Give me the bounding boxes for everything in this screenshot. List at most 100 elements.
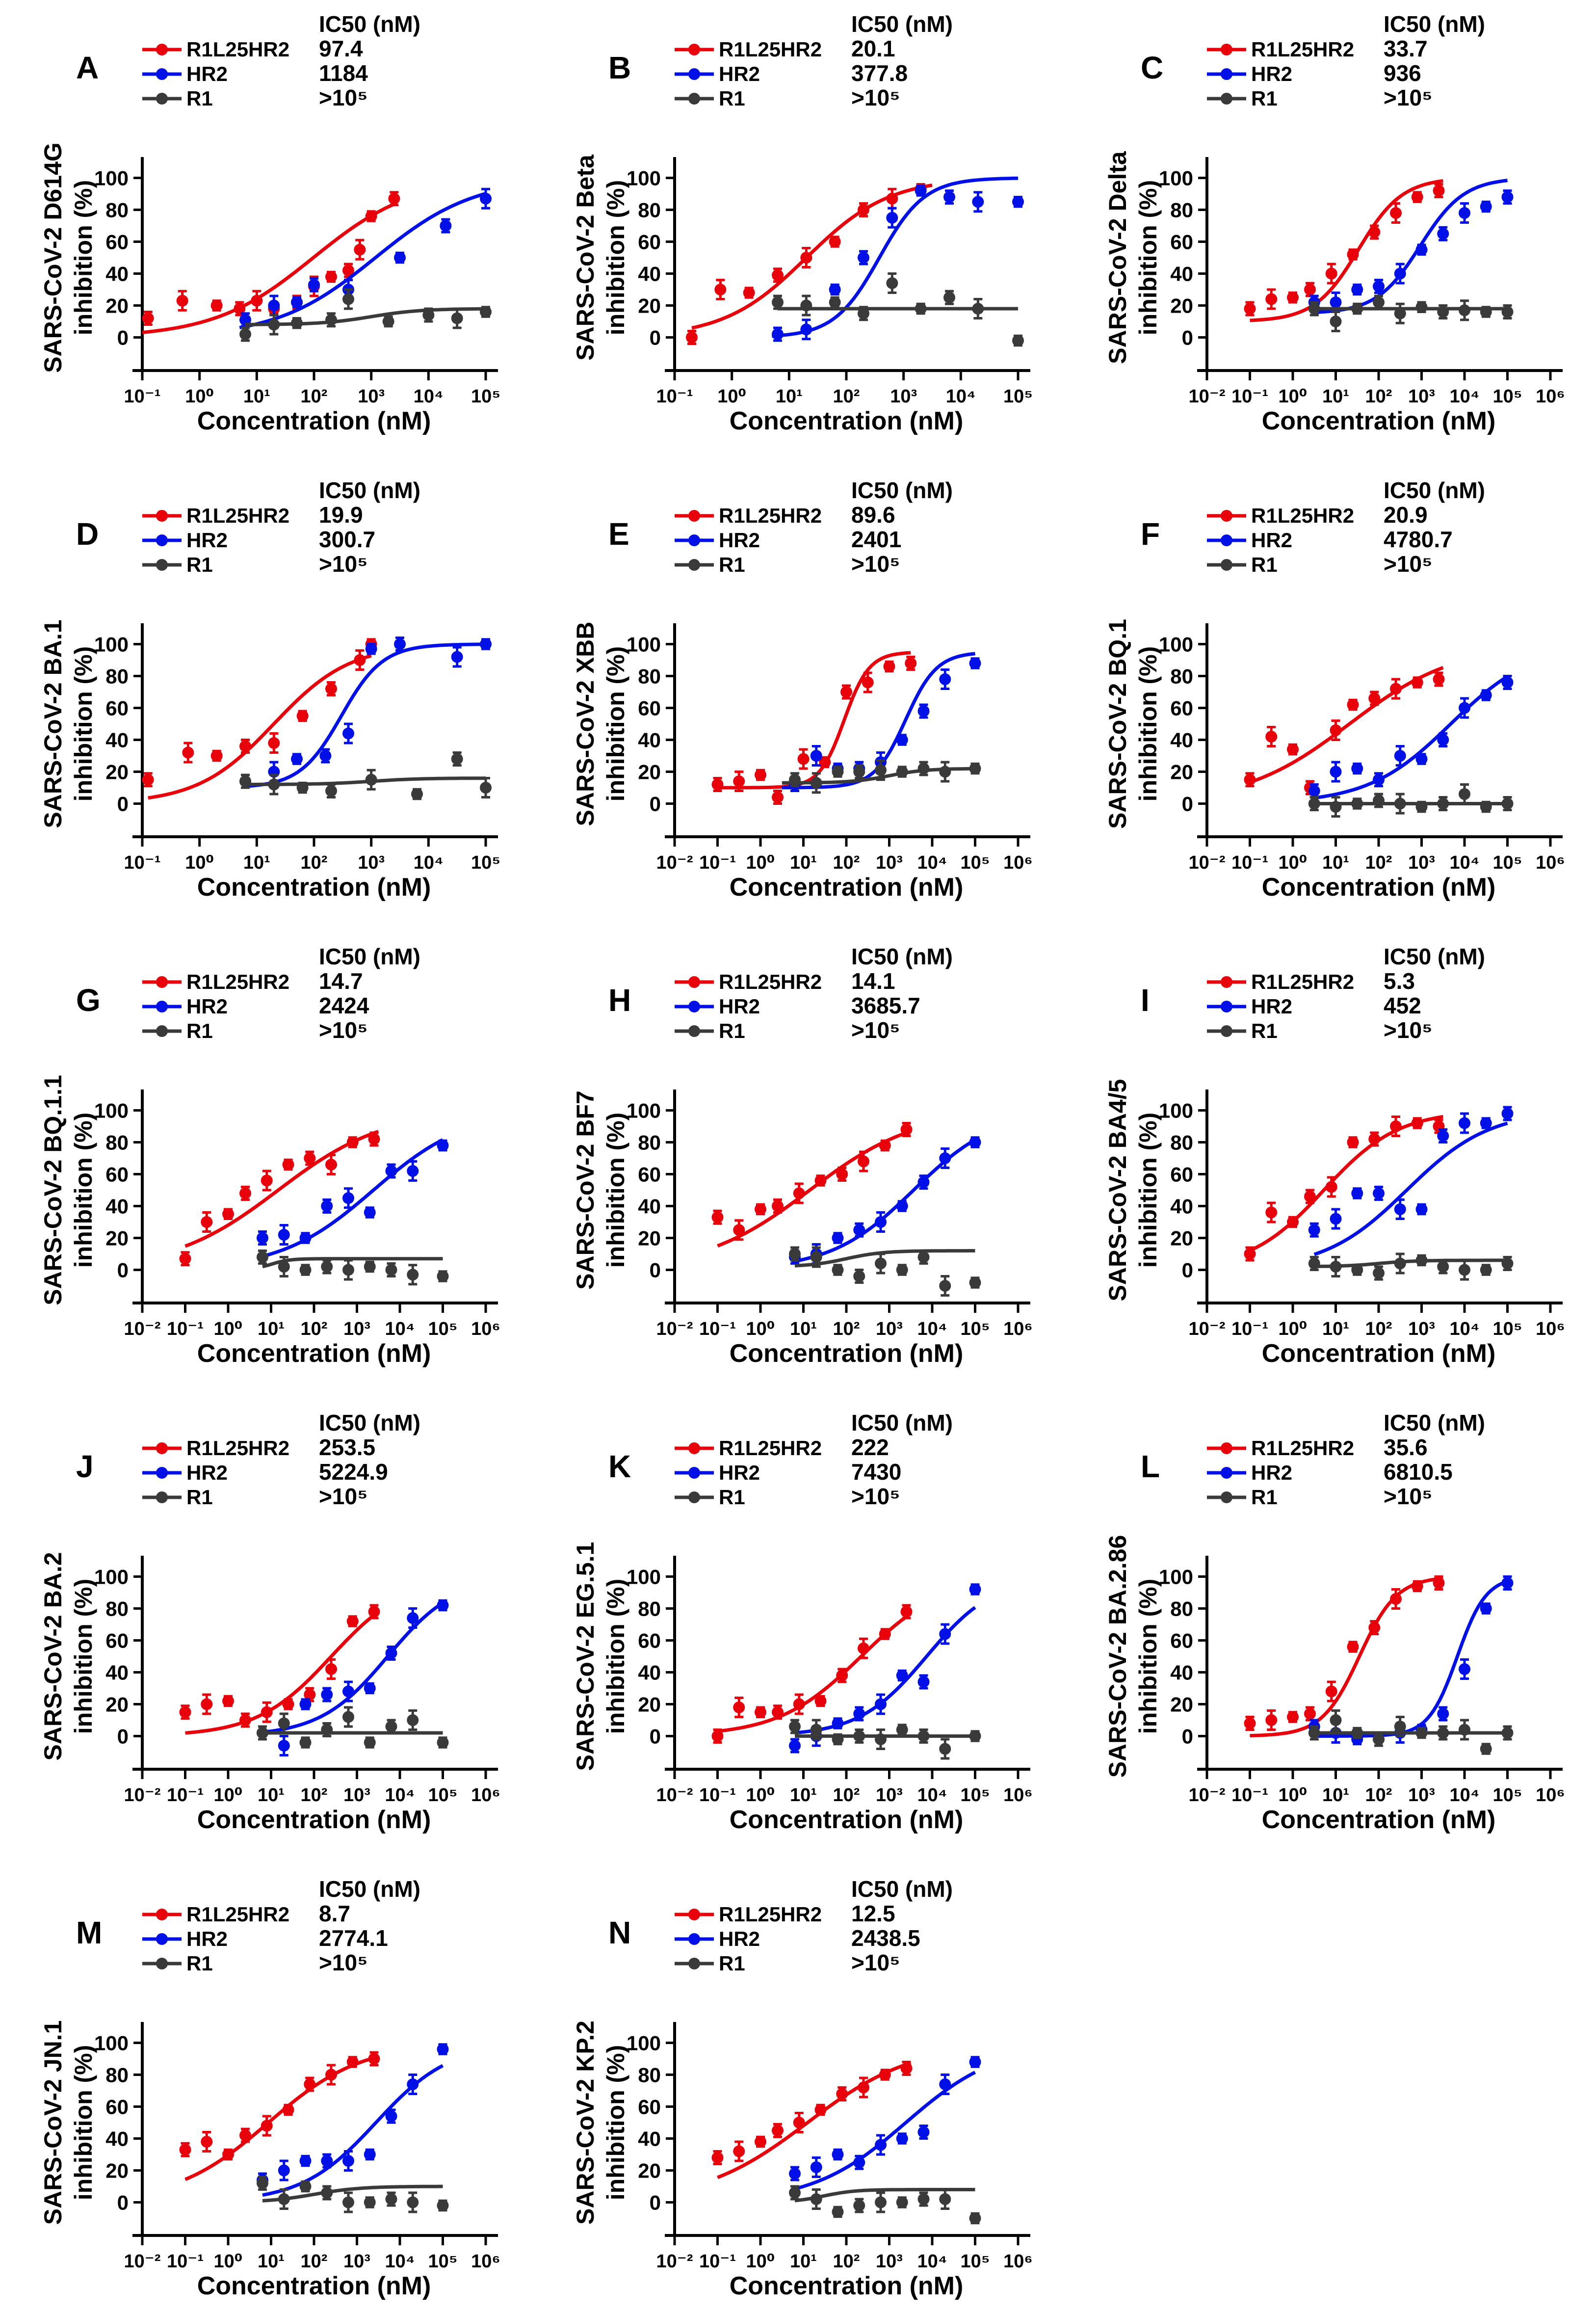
panel-letter: M: [76, 1915, 102, 1950]
data-point: [368, 1133, 380, 1145]
data-point: [1390, 1593, 1402, 1605]
panel-m: M R1L25HR2 8.7 HR2 2774.1 R1 >10⁵ IC50 (nM) 0 20 4…: [39, 1876, 500, 2300]
data-point: [1501, 306, 1514, 318]
y-axis-title: SARS-CoV-2 KP.2 inhibition (%): [572, 2021, 629, 2225]
ic50-header: IC50 (nM): [851, 11, 953, 37]
x-axis-label: Concentration (nM): [1262, 873, 1496, 902]
legend-marker-r1l25hr2: [688, 1442, 700, 1454]
y-tick-label: 80: [105, 199, 129, 222]
x-tick-label: 10²: [1365, 1319, 1392, 1339]
data-point: [1437, 1261, 1449, 1273]
data-point: [319, 750, 332, 762]
series-r1l25hr2: [686, 183, 933, 345]
data-point: [943, 292, 955, 304]
fit-curve: [1249, 666, 1444, 784]
legend-marker-hr2: [156, 1001, 168, 1012]
data-point: [1480, 1602, 1492, 1615]
fit-curve: [794, 1249, 975, 1268]
y-tick-label: 100: [94, 633, 129, 656]
y-tick-label: 60: [1170, 1163, 1193, 1186]
x-tick-label: 10³: [876, 2251, 903, 2272]
data-point: [1394, 1721, 1406, 1732]
y-tick-label: 0: [117, 1259, 129, 1282]
x-tick-label: 10²: [1365, 386, 1392, 407]
data-point: [1368, 226, 1381, 238]
y-tick-label: 20: [105, 1693, 129, 1716]
data-point: [972, 196, 984, 208]
x-tick-label: 10¹: [1322, 1319, 1349, 1339]
y-tick-label: 60: [1170, 1629, 1193, 1652]
data-point: [1459, 1264, 1470, 1276]
data-point: [755, 1203, 766, 1215]
data-point: [1308, 798, 1320, 810]
data-point: [304, 2078, 316, 2090]
y-tick-label: 0: [650, 793, 661, 816]
ic50-value: >10⁵: [319, 85, 368, 110]
ic50-value: 4780.7: [1384, 527, 1453, 552]
x-tick-label: 10⁰: [214, 1319, 243, 1339]
panel-letter: K: [608, 1449, 631, 1484]
data-point: [1330, 296, 1342, 308]
data-point: [917, 1251, 930, 1263]
data-point: [772, 269, 784, 281]
legend-label: R1: [186, 1019, 213, 1042]
legend-label: R1L25HR2: [1251, 38, 1354, 61]
series-hr2: [1308, 179, 1514, 315]
data-point: [325, 314, 337, 326]
series-r1l25hr2: [1244, 666, 1445, 796]
series-r1l25hr2: [711, 1604, 913, 1744]
data-point: [239, 740, 251, 752]
y-tick-label: 100: [1159, 1099, 1193, 1122]
ic50-value: 20.9: [1384, 502, 1428, 528]
ic50-value: 377.8: [851, 60, 908, 86]
data-point: [853, 766, 865, 778]
data-point: [1351, 763, 1363, 774]
y-tick-label: 40: [1170, 729, 1193, 752]
data-point: [733, 1224, 745, 1236]
data-point: [1415, 1254, 1428, 1266]
fit-curve: [1249, 1115, 1443, 1252]
ic50-value: >10⁵: [851, 1017, 900, 1043]
series-hr2: [239, 187, 492, 330]
legend-label: HR2: [719, 62, 760, 85]
legend-marker-hr2: [688, 68, 700, 80]
legend-label: R1L25HR2: [1251, 1436, 1354, 1460]
data-point: [917, 2193, 930, 2205]
ic50-header: IC50 (nM): [851, 478, 953, 503]
data-point: [969, 1136, 981, 1148]
data-point: [1394, 267, 1406, 280]
x-tick-label: 10⁵: [428, 1785, 457, 1806]
data-point: [939, 1280, 951, 1292]
data-point: [257, 1727, 268, 1739]
legend-marker-hr2: [1221, 1001, 1232, 1012]
y-axis-label: inhibition (%): [1134, 646, 1162, 802]
y-tick-label: 0: [117, 2191, 129, 2214]
x-tick-label: 10⁵: [960, 852, 990, 873]
legend-label: R1L25HR2: [719, 1436, 822, 1460]
data-point: [875, 764, 887, 776]
data-point: [1501, 676, 1514, 689]
x-tick-label: 10⁶: [1003, 2251, 1033, 2272]
y-tick-label: 60: [1170, 231, 1193, 254]
data-point: [810, 1251, 822, 1263]
data-point: [1012, 196, 1024, 208]
data-point: [1415, 1727, 1428, 1739]
data-point: [1480, 1743, 1492, 1755]
data-point: [1437, 1727, 1449, 1739]
ic50-value: >10⁵: [851, 85, 900, 110]
y-tick-label: 80: [105, 1597, 129, 1621]
data-point: [1433, 673, 1445, 685]
data-point: [1351, 303, 1363, 315]
data-point: [1437, 734, 1449, 746]
x-axis-label: Concentration (nM): [197, 1339, 431, 1368]
x-tick-label: 10⁴: [917, 852, 947, 873]
data-point: [342, 1685, 354, 1698]
ic50-value: 452: [1384, 993, 1421, 1018]
data-point: [789, 1248, 801, 1260]
data-point: [772, 296, 784, 308]
data-point: [1437, 306, 1449, 318]
data-point: [1287, 1711, 1299, 1723]
data-point: [382, 316, 394, 327]
legend-marker-r1l25hr2: [156, 976, 168, 988]
ic50-value: 300.7: [319, 527, 375, 552]
